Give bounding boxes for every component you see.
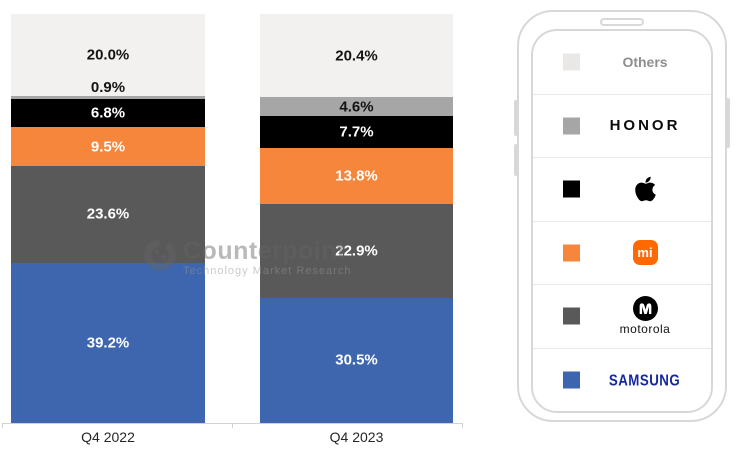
bar-segment-value-label: 0.9% xyxy=(90,78,126,96)
x-axis-tick xyxy=(2,423,3,428)
bar-segment-others xyxy=(11,14,205,96)
motorola-swatch xyxy=(563,307,580,325)
x-axis-tick xyxy=(462,423,463,428)
phone-legend-frame: Others HONOR xyxy=(514,10,730,422)
others-label: Others xyxy=(622,54,668,71)
bar-segment-value-label: 9.5% xyxy=(90,138,126,156)
category-label-q4-2023: Q4 2023 xyxy=(329,429,384,445)
bar-segment-apple xyxy=(11,99,205,128)
stacked-bar-q4-2023: 20.4% 4.6% 7.7% 13.8% 22.9% 30.5% xyxy=(260,14,453,423)
bar-segment-value-label: 13.8% xyxy=(335,167,378,185)
honor-wordmark: HONOR xyxy=(609,117,681,135)
bar-segment-value-label: 22.9% xyxy=(335,242,378,260)
phone-power-button xyxy=(726,98,730,148)
legend-row-samsung: SAMSUNG xyxy=(533,347,711,412)
phone-speaker-notch xyxy=(600,18,644,26)
bar-segment-value-label: 20.4% xyxy=(335,47,378,65)
bar-segment-honor xyxy=(11,95,205,100)
phone-volume-button xyxy=(514,144,518,176)
bar-segment-xiaomi xyxy=(11,127,205,167)
bar-segment-value-label: 30.5% xyxy=(335,351,378,369)
legend-row-xiaomi: mi xyxy=(533,220,711,285)
xiaomi-mi-logo-icon: mi xyxy=(632,240,658,266)
bar-segment-value-label: 20.0% xyxy=(86,46,130,64)
legend-row-others: Others xyxy=(533,31,711,94)
bar-segment-samsung xyxy=(260,297,453,423)
bar-segment-value-label: 23.6% xyxy=(86,205,130,223)
motorola-wordmark: motorola xyxy=(619,322,671,337)
phone-legend-list: Others HONOR xyxy=(531,29,713,413)
bar-segment-honor xyxy=(260,97,453,117)
xiaomi-swatch xyxy=(563,244,580,262)
bar-segment-value-label: 39.2% xyxy=(86,334,130,352)
bar-segment-value-label: 7.7% xyxy=(339,123,374,141)
apple-logo-icon xyxy=(634,177,656,202)
bar-segment-samsung xyxy=(11,262,205,423)
bar-segment-motorola xyxy=(11,166,205,263)
phone-volume-button xyxy=(514,100,518,136)
samsung-swatch xyxy=(563,371,580,389)
bar-segment-xiaomi xyxy=(260,147,453,205)
legend-row-motorola: motorola xyxy=(533,284,711,348)
bar-segment-value-label: 6.8% xyxy=(90,104,126,122)
honor-swatch xyxy=(563,117,580,135)
motorola-logo-icon xyxy=(632,296,658,322)
legend-row-apple xyxy=(533,157,711,221)
category-label-q4-2022: Q4 2022 xyxy=(81,429,135,445)
apple-swatch xyxy=(563,180,580,198)
samsung-wordmark: SAMSUNG xyxy=(609,370,681,389)
mi-logo-text: mi xyxy=(637,245,653,261)
bar-segment-apple xyxy=(260,116,453,148)
bar-segment-others xyxy=(260,14,453,98)
x-axis-tick xyxy=(232,423,233,428)
others-swatch xyxy=(563,53,580,71)
bar-segment-value-label: 4.6% xyxy=(339,98,374,116)
legend-row-honor: HONOR xyxy=(533,93,711,158)
bar-segment-motorola xyxy=(260,204,453,298)
stacked-bar-q4-2022: 20.0% 0.9% 6.8% 9.5% 23.6% 39.2% xyxy=(11,14,205,423)
